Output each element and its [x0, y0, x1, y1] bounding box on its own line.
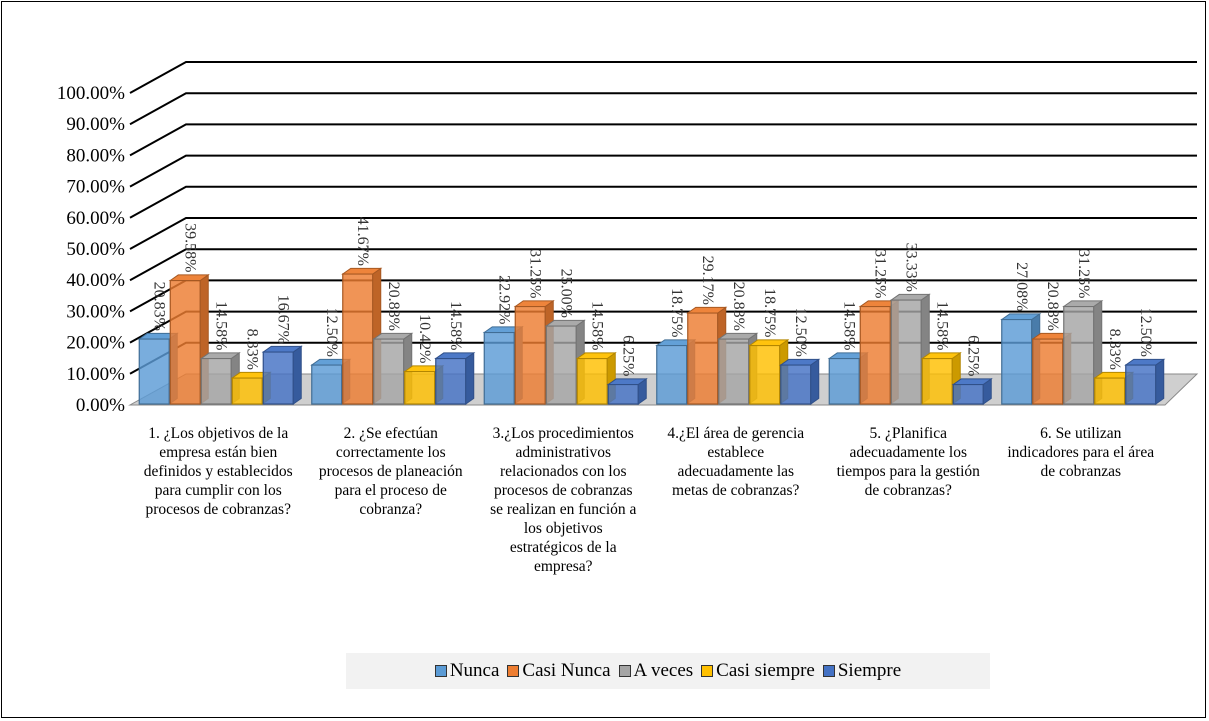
bar [434, 351, 476, 405]
y-tick-label: 90.00% [66, 114, 125, 135]
gridline [129, 154, 1197, 188]
data-label: 12.50% [792, 308, 809, 357]
data-label: 8.33% [1106, 329, 1123, 370]
gridline [129, 123, 1197, 157]
data-label: 20.83% [730, 282, 747, 331]
data-label: 14.58% [934, 301, 951, 350]
data-label: 31.25% [527, 249, 544, 298]
legend-item: Casi siempre [701, 660, 815, 682]
data-label: 14.58% [213, 301, 230, 350]
data-label: 41.67% [354, 217, 371, 266]
data-label: 18.75% [668, 288, 685, 337]
data-label: 6.25% [965, 335, 982, 376]
legend-label: Siempre [837, 660, 902, 681]
data-label: 10.42% [416, 314, 433, 363]
legend-item: Siempre [822, 660, 902, 682]
data-label: 14.58% [447, 301, 464, 350]
data-label: 8.33% [244, 329, 261, 370]
y-tick-label: 80.00% [66, 145, 125, 166]
x-category-label: 5. ¿Planifica adecuadamente los tiempos … [836, 425, 980, 499]
legend-swatch [618, 665, 631, 677]
gridline [129, 217, 1197, 250]
data-label: 20.83% [385, 282, 402, 331]
legend-item: Nunca [434, 660, 500, 682]
bar [1031, 332, 1073, 405]
x-category-label: 6. Se utilizan indicadores para el área … [1007, 425, 1155, 480]
y-tick-label: 70.00% [66, 177, 125, 198]
bar [686, 306, 728, 405]
legend-label: Nunca [449, 660, 500, 681]
legend-item: A veces [618, 660, 694, 682]
data-label: 16.67% [275, 295, 292, 344]
x-category-label: 4.¿El área de gerencia establece adecuad… [667, 425, 805, 499]
data-label: 6.25% [620, 335, 637, 376]
legend-swatch [507, 665, 520, 677]
bar [1124, 358, 1166, 405]
y-tick-label: 100.00% [57, 83, 125, 104]
gridline [129, 185, 1197, 219]
legend-swatch [822, 665, 835, 677]
data-label: 22.92% [496, 275, 513, 324]
data-label: 14.58% [841, 301, 858, 350]
bar [261, 345, 303, 405]
legend: Nunca Casi Nunca A veces Casi siempre Siempr… [346, 653, 990, 689]
y-tick-label: 20.00% [66, 333, 125, 354]
data-label: 12.50% [323, 308, 340, 357]
data-label: 29.17% [699, 256, 716, 305]
data-label: 20.83% [1044, 282, 1061, 331]
bars [137, 267, 1166, 405]
x-category-label: 3.¿Los procedimientos administrativos re… [490, 425, 637, 575]
bar [951, 377, 993, 405]
data-label: 12.50% [1137, 308, 1154, 357]
x-category-label: 2. ¿Se efectúan correctamente los proces… [318, 425, 463, 518]
data-label: 31.25% [1075, 249, 1092, 298]
legend-item: Casi Nunca [507, 660, 611, 682]
bar [779, 358, 821, 405]
legend-swatch [434, 665, 447, 677]
gridline [129, 61, 1197, 94]
y-tick-label: 50.00% [66, 239, 125, 260]
legend-label: A veces [633, 660, 694, 681]
data-label: 31.25% [872, 249, 889, 298]
gridline [129, 92, 1197, 126]
bar [606, 377, 648, 405]
data-label: 20.83% [151, 282, 168, 331]
y-tick-label: 40.00% [66, 270, 125, 291]
data-label: 33.33% [903, 243, 920, 292]
y-tick-label: 60.00% [66, 208, 125, 229]
data-labels: 20.83% 39.58% 14.58% 8.33% 16.67% 12.50% 41.67… [151, 217, 1155, 377]
y-tick-label: 30.00% [66, 301, 125, 322]
legend-label: Casi Nunca [522, 660, 611, 681]
legend-label: Casi siempre [716, 660, 815, 681]
y-tick-label: 0.00% [76, 395, 125, 416]
data-label: 18.75% [761, 288, 778, 337]
data-label: 27.08% [1013, 262, 1030, 311]
data-label: 14.58% [589, 301, 606, 350]
y-axis-ticks: 0.00% 10.00% 20.00% 30.00% 40.00% 50.00% 60.00… [57, 83, 125, 416]
x-category-label: 1. ¿Los objetivos de la empresa están bi… [143, 425, 293, 518]
data-label: 25.00% [558, 269, 575, 318]
y-tick-label: 10.00% [66, 364, 125, 385]
legend-swatch [701, 665, 714, 677]
data-label: 39.58% [182, 223, 199, 272]
gridline [129, 248, 1197, 282]
